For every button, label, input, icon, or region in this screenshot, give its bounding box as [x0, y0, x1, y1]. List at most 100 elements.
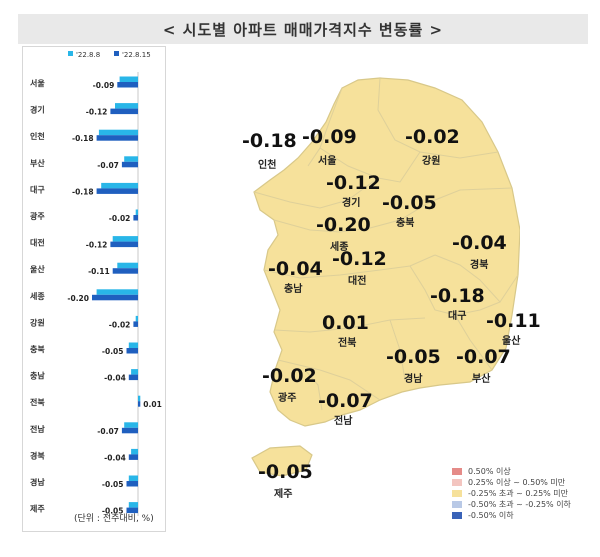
bar [128, 374, 138, 381]
bar [92, 294, 138, 301]
data-label: -0.05 [102, 480, 124, 489]
category-label: 강원 [30, 317, 45, 327]
data-label: -0.02 [109, 214, 131, 223]
legend-swatch [452, 501, 462, 508]
region-name: 울산 [502, 336, 521, 347]
category-label: 부산 [30, 158, 45, 168]
bar [131, 369, 138, 375]
korea-mainland [253, 77, 520, 427]
page-title: < 시도별 아파트 매매가격지수 변동률 > [18, 14, 588, 44]
map-legend-item: 0.50% 이상 [452, 466, 571, 477]
data-label: -0.04 [104, 374, 126, 383]
bar [112, 268, 138, 274]
region-name: 경남 [404, 374, 423, 385]
bar [135, 209, 138, 215]
bar [117, 82, 138, 88]
data-label: -0.04 [104, 453, 126, 462]
category-label: 충북 [30, 344, 45, 354]
category-label: 울산 [30, 264, 45, 274]
legend-swatch [114, 51, 119, 56]
category-label: 서울 [30, 78, 45, 88]
legend-label: -0.50% 이하 [468, 511, 514, 520]
data-label: -0.18 [72, 187, 94, 196]
bar [128, 342, 138, 348]
bar-chart-panel [22, 46, 166, 532]
data-label: -0.02 [109, 320, 131, 329]
jeju-island [251, 445, 313, 477]
data-label: -0.07 [97, 427, 119, 436]
region-value: -0.07 [456, 346, 511, 368]
category-label: 인천 [30, 131, 45, 141]
bar [128, 454, 138, 460]
legend-label: -0.50% 초과 ~ -0.25% 이하 [468, 500, 571, 509]
bar [110, 241, 138, 248]
bar [96, 188, 138, 194]
bar [121, 427, 138, 434]
region-value: -0.09 [302, 126, 357, 148]
data-label: -0.05 [102, 347, 124, 356]
region-name: 전남 [334, 416, 353, 427]
bar [124, 156, 138, 162]
data-label: -0.12 [86, 241, 108, 250]
category-label: 전북 [30, 397, 45, 407]
region-value: -0.04 [452, 232, 507, 254]
category-label: 대구 [30, 184, 45, 194]
bar [126, 348, 138, 354]
bar [131, 448, 138, 455]
region-name: 제주 [274, 489, 293, 500]
region-name: 서울 [318, 156, 337, 167]
category-label: 경남 [30, 477, 45, 487]
category-label: 광주 [30, 211, 45, 221]
region-value: -0.02 [405, 126, 460, 148]
region-value: -0.05 [258, 461, 313, 483]
data-label: -0.12 [86, 108, 108, 117]
bar [135, 315, 138, 322]
region-name: 강원 [422, 156, 441, 167]
data-label: -0.05 [102, 507, 124, 516]
data-label: -0.20 [67, 294, 89, 303]
data-label: -0.09 [93, 81, 115, 90]
bar [117, 262, 138, 269]
legend-label: -0.25% 초과 ~ 0.25% 미만 [468, 489, 569, 498]
region-name: 대전 [348, 276, 367, 287]
legend-label: '22.8.8 [76, 51, 100, 59]
category-label: 경북 [30, 450, 45, 460]
category-label: 전남 [30, 424, 45, 434]
legend-swatch [68, 51, 73, 56]
bar [133, 215, 138, 221]
korea-map [251, 77, 520, 477]
region-name: 세종 [330, 242, 349, 253]
legend-label: '22.8.15 [122, 51, 151, 59]
bar [110, 108, 138, 115]
map-legend-item: -0.50% 이하 [452, 510, 571, 521]
data-label: -0.07 [97, 161, 119, 170]
region-value: -0.05 [382, 192, 437, 214]
region-value: 0.01 [322, 312, 369, 334]
region-name: 전북 [338, 338, 357, 349]
region-name: 경기 [342, 198, 361, 209]
map-legend-item: -0.50% 초과 ~ -0.25% 이하 [452, 499, 571, 510]
legend-swatch [452, 490, 462, 497]
region-name: 인천 [258, 160, 277, 171]
category-label: 충남 [30, 371, 45, 381]
data-label: 0.01 [143, 400, 162, 409]
province-borders [253, 77, 519, 411]
region-name: 대구 [448, 311, 467, 322]
map-legend-item: -0.25% 초과 ~ 0.25% 미만 [452, 488, 571, 499]
region-value: -0.18 [242, 130, 297, 152]
region-name: 충북 [396, 218, 415, 229]
bar [96, 289, 138, 295]
bar [138, 401, 141, 407]
region-name: 광주 [278, 393, 297, 404]
bar [126, 481, 138, 487]
legend-swatch [452, 479, 462, 486]
bar-chart: '22.8.8 '22.8.15 서울 -0.09 경기 -0.12 인천 -0.18 부산 -0… [30, 51, 162, 516]
bar [115, 103, 138, 109]
category-label: 세종 [30, 291, 45, 301]
region-name: 충남 [284, 284, 303, 295]
bar [98, 129, 138, 136]
region-name: 부산 [472, 374, 491, 385]
category-label: 제주 [30, 504, 45, 514]
bar [138, 395, 141, 402]
